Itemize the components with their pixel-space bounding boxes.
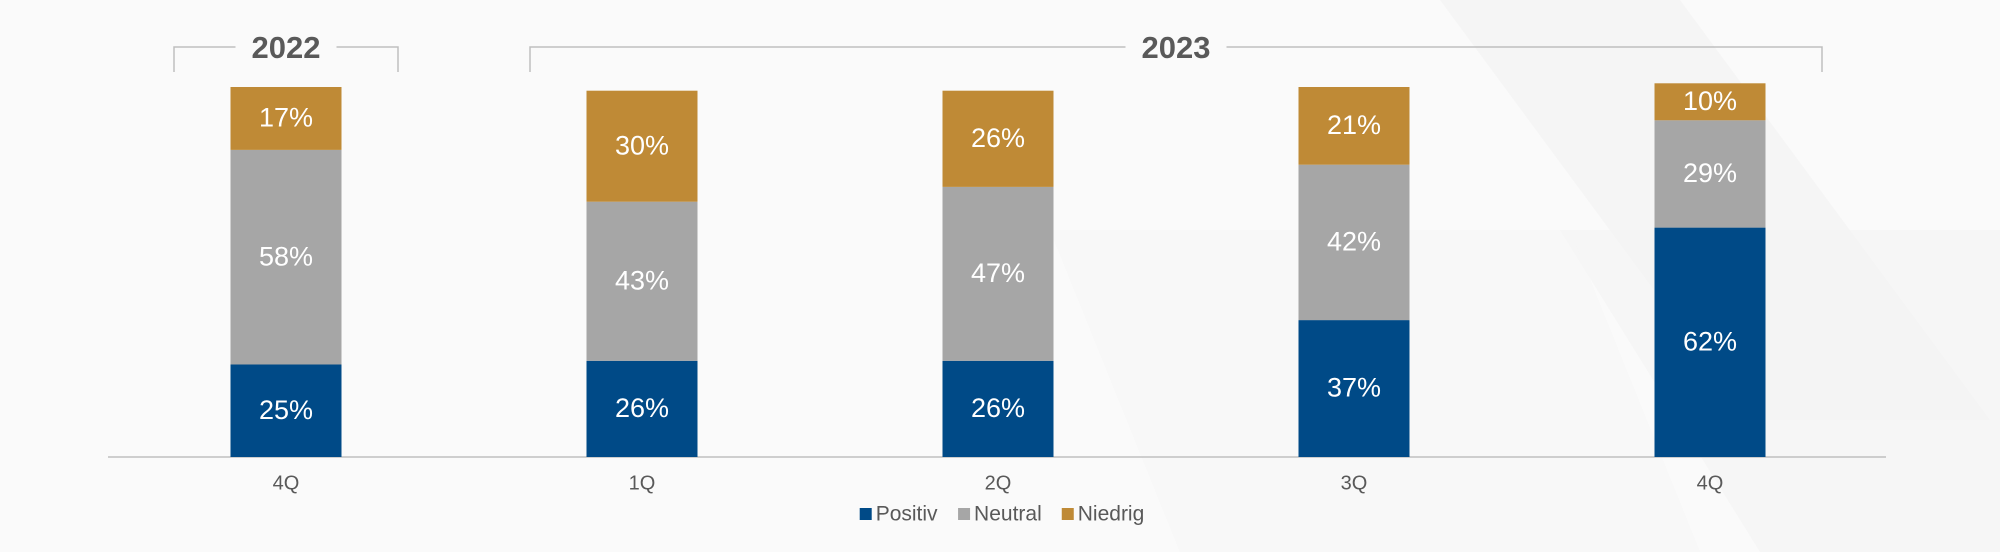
bar-segment [942, 360, 1054, 457]
legend-label: Positiv [876, 503, 938, 526]
group-bracket [173, 46, 399, 72]
bar-segment [1298, 164, 1410, 321]
bar-segment [586, 90, 698, 202]
data-label: 58% [259, 241, 313, 271]
data-label: 42% [1327, 227, 1381, 257]
bar-segment [586, 201, 698, 361]
legend-swatch [1061, 508, 1074, 520]
bar-segment [942, 90, 1054, 187]
bar-segment [942, 186, 1054, 361]
data-label: 17% [259, 103, 313, 133]
group-label: 2022 [252, 30, 321, 65]
data-label: 26% [615, 393, 669, 423]
data-label: 37% [1327, 373, 1381, 403]
group-label: 2023 [1142, 30, 1211, 65]
data-label: 30% [615, 130, 669, 160]
legend: Positiv Neutral Niedrig [859, 503, 1145, 526]
background-decoration [1050, 0, 2000, 552]
bar-segment [1654, 120, 1766, 228]
x-tick-label: 1Q [629, 472, 656, 494]
bar-segment [1298, 87, 1410, 165]
data-label: 62% [1683, 326, 1737, 356]
group-bracket [529, 46, 1823, 72]
bar-segment [230, 364, 342, 457]
legend-swatch [859, 508, 872, 520]
bar-segment [586, 360, 698, 457]
data-label: 43% [615, 265, 669, 295]
x-tick-label: 4Q [1697, 472, 1724, 494]
bar-segment [230, 149, 342, 365]
x-tick-label: 3Q [1341, 472, 1368, 494]
bar-segment [1654, 227, 1766, 457]
data-label: 21% [1327, 110, 1381, 140]
x-tick-label: 2Q [985, 472, 1012, 494]
data-label: 47% [971, 258, 1025, 288]
data-label: 10% [1683, 86, 1737, 116]
bar-segment [1298, 320, 1410, 457]
x-tick-label: 4Q [273, 472, 300, 494]
legend-swatch [958, 508, 971, 520]
data-label: 25% [259, 395, 313, 425]
bar-segment [230, 87, 342, 150]
legend-label: Niedrig [1078, 503, 1145, 526]
legend-label: Neutral [974, 503, 1042, 526]
data-label: 26% [971, 393, 1025, 423]
bar-segment [1654, 83, 1766, 121]
data-label: 26% [971, 123, 1025, 153]
data-label: 29% [1683, 158, 1737, 188]
